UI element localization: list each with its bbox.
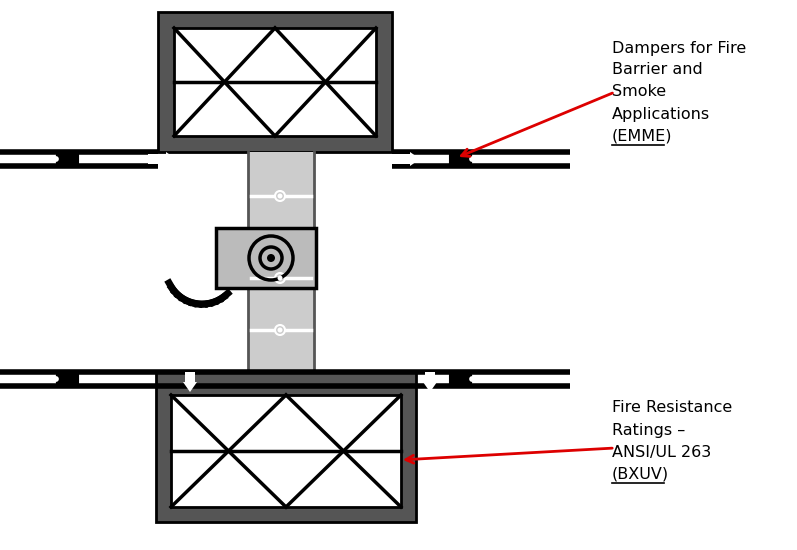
Bar bbox=[450, 152, 468, 166]
Circle shape bbox=[275, 273, 285, 283]
Text: Applications: Applications bbox=[612, 107, 710, 122]
Bar bbox=[450, 372, 468, 386]
Bar bbox=[60, 152, 78, 166]
Bar bbox=[171, 395, 401, 507]
Bar bbox=[60, 372, 78, 386]
Text: (EMME): (EMME) bbox=[612, 129, 673, 144]
FancyArrow shape bbox=[183, 372, 197, 392]
Circle shape bbox=[275, 325, 285, 335]
Bar bbox=[248, 152, 314, 372]
FancyArrow shape bbox=[392, 152, 420, 166]
Bar bbox=[174, 28, 376, 136]
Text: Fire Resistance: Fire Resistance bbox=[612, 400, 732, 415]
Bar bbox=[216, 228, 316, 288]
Bar bbox=[156, 372, 416, 522]
Circle shape bbox=[275, 191, 285, 201]
Circle shape bbox=[277, 327, 282, 333]
Text: ANSI/UL 263: ANSI/UL 263 bbox=[612, 444, 711, 459]
Text: Smoke: Smoke bbox=[612, 85, 666, 100]
Circle shape bbox=[277, 276, 282, 280]
Circle shape bbox=[277, 194, 282, 199]
Circle shape bbox=[267, 254, 275, 262]
Text: (BXUV): (BXUV) bbox=[612, 466, 669, 481]
Text: Barrier and: Barrier and bbox=[612, 63, 703, 78]
Text: Ratings –: Ratings – bbox=[612, 422, 685, 437]
Bar bbox=[158, 12, 392, 152]
FancyArrow shape bbox=[148, 152, 176, 166]
Text: Dampers for Fire: Dampers for Fire bbox=[612, 41, 746, 56]
FancyArrow shape bbox=[423, 372, 437, 392]
